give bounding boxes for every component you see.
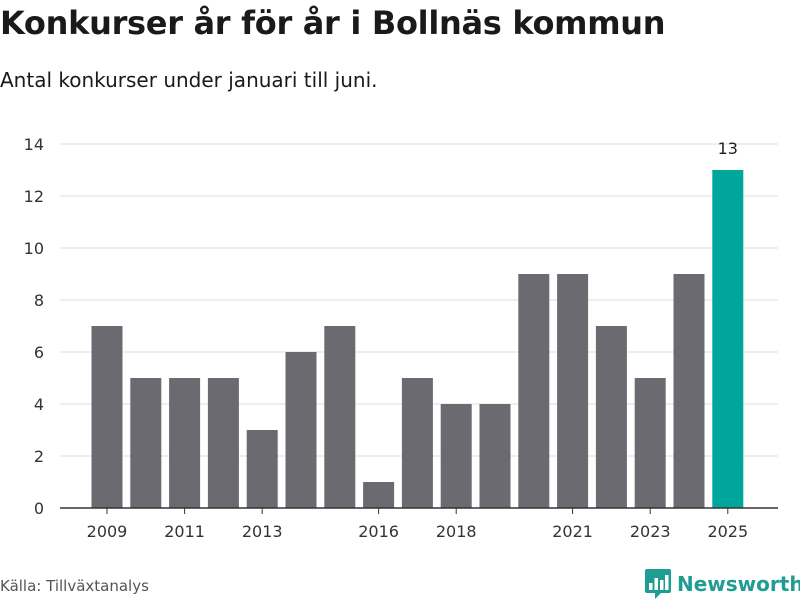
brand-name: Newsworthy — [677, 572, 800, 596]
chart-subtitle: Antal konkurser under januari till juni. — [0, 68, 378, 92]
bar-2016 — [363, 482, 395, 508]
chart-title: Konkurser år för år i Bollnäs kommun — [0, 4, 666, 42]
bar-2022 — [595, 326, 627, 508]
x-tick-label: 2016 — [358, 522, 399, 541]
bar-2011 — [169, 378, 201, 508]
bar-2021 — [557, 274, 589, 508]
bar-2024 — [673, 274, 705, 508]
bar-2015 — [324, 326, 356, 508]
brand-logo[interactable]: Newsworthy — [645, 569, 800, 599]
y-tick-label: 12 — [24, 187, 44, 206]
x-tick-label: 2025 — [707, 522, 748, 541]
data-label-2025: 13 — [718, 139, 738, 158]
bar-2010 — [130, 378, 162, 508]
y-tick-label: 6 — [34, 343, 44, 362]
y-axis-ticks: 0 2 4 6 8 10 12 14 — [24, 135, 44, 518]
bar-2014 — [285, 352, 317, 508]
y-tick-label: 2 — [34, 447, 44, 466]
x-tick-label: 2021 — [552, 522, 593, 541]
bar-2023 — [634, 378, 666, 508]
x-tick-label: 2018 — [436, 522, 477, 541]
newsworthy-logo-icon — [645, 569, 671, 599]
bar-2025 — [712, 170, 744, 508]
y-tick-label: 0 — [34, 499, 44, 518]
bar-2009 — [91, 326, 123, 508]
bar-2019 — [479, 404, 511, 508]
y-tick-label: 4 — [34, 395, 44, 414]
y-tick-label: 8 — [34, 291, 44, 310]
bar-2020 — [518, 274, 550, 508]
bar-2017 — [401, 378, 433, 508]
x-tick-label: 2013 — [242, 522, 283, 541]
y-tick-label: 10 — [24, 239, 44, 258]
source-note: Källa: Tillväxtanalys — [0, 577, 149, 595]
x-tick-label: 2009 — [87, 522, 128, 541]
x-tick-label: 2011 — [164, 522, 205, 541]
data-labels: 13 — [718, 139, 738, 158]
bar-2012 — [207, 378, 239, 508]
bars — [91, 170, 744, 508]
x-tick-label: 2023 — [630, 522, 671, 541]
bar-2013 — [246, 430, 278, 508]
bar-2018 — [440, 404, 472, 508]
x-axis: 2009 2011 2013 2016 2018 2021 2023 2025 — [60, 507, 778, 541]
y-tick-label: 14 — [24, 135, 44, 154]
